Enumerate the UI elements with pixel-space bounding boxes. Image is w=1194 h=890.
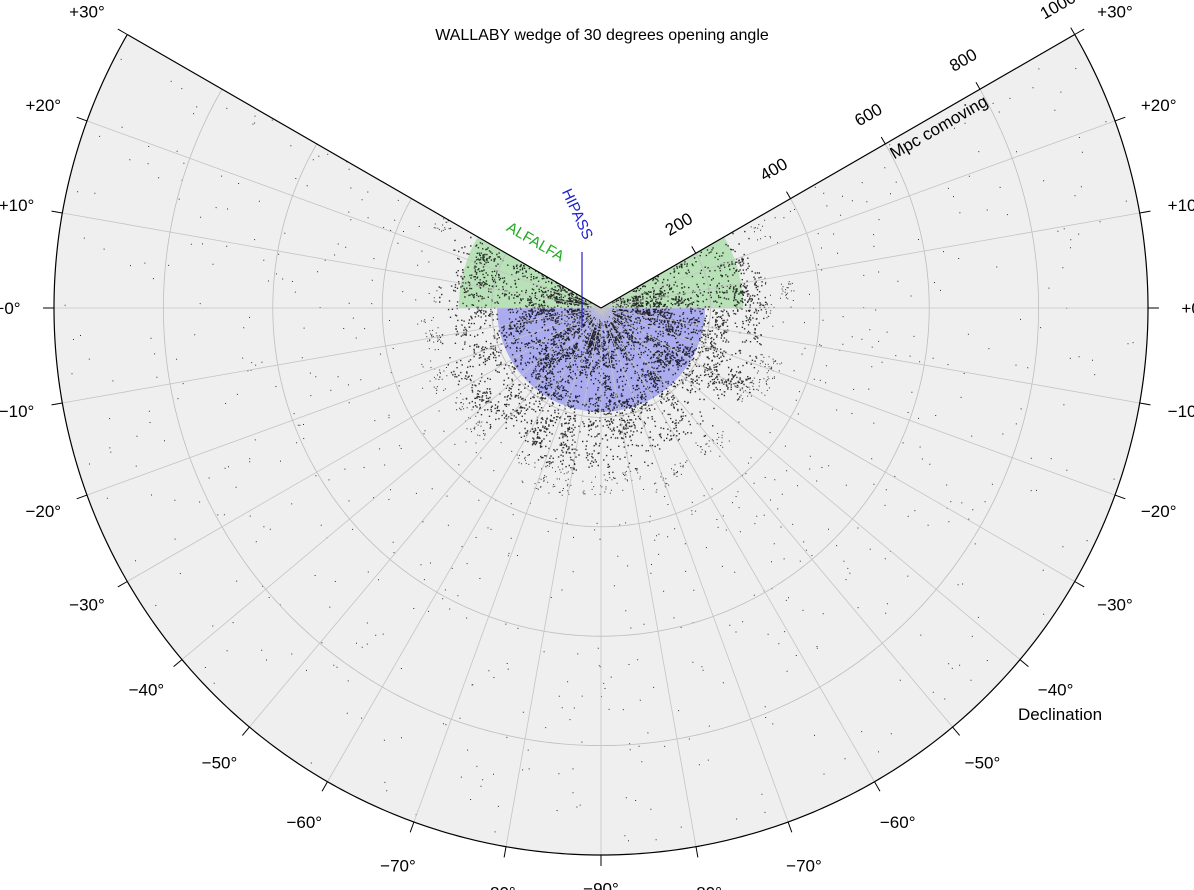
grid-radial-r-70 (600, 307, 789, 823)
dec-label-right-5: −20° (1141, 502, 1177, 521)
dec-label-left-11: −80° (480, 884, 516, 890)
grid-radial-r-20 (600, 307, 1116, 496)
grid-radial-l-40 (181, 307, 602, 660)
radial-tick-label-3: 800 (946, 45, 980, 76)
dec-label-left-0: +30° (69, 2, 105, 21)
dec-label-right-10: −70° (786, 857, 822, 876)
region-alfalfa-right (601, 236, 744, 308)
grid-radial-r20 (600, 120, 1116, 309)
dec-tick-l-40 (173, 659, 183, 668)
grid-radial-l-30 (127, 307, 602, 582)
dec-tick-l20 (76, 116, 88, 122)
polar-grid (54, 89, 1148, 855)
dec-tick-r30 (1074, 28, 1085, 35)
dec-label-left-1: +20° (25, 96, 61, 115)
dec-tick-r10 (1139, 210, 1151, 214)
angular-axis-label: Declination (1018, 705, 1102, 724)
dec-tick-r-40 (1019, 659, 1029, 668)
grid-radial-r-60 (600, 307, 875, 782)
dec-label-right-6: −30° (1097, 596, 1133, 615)
radial-tick-1000 (1070, 27, 1076, 35)
dec-label-left-5: −20° (25, 502, 61, 521)
dec-label-left-3: +0° (0, 299, 21, 318)
grid-radial-l20 (86, 120, 602, 309)
radial-tick-label-2: 600 (851, 100, 885, 131)
grid-radial-l10 (62, 212, 602, 309)
dec-label-bottom: −90° (583, 879, 619, 890)
grid-radial-l-70 (413, 307, 602, 823)
dec-tick-l-30 (117, 581, 128, 588)
grid-radial-l-80 (505, 307, 602, 847)
radial-tick-200 (691, 246, 697, 254)
dec-label-left-10: −70° (380, 857, 416, 876)
grid-radial-l-20 (86, 307, 602, 496)
grid-radial-r10 (600, 212, 1140, 309)
dec-label-right-7: −40° (1038, 681, 1074, 700)
dec-label-left-7: −40° (129, 681, 165, 700)
dec-label-right-0: +30° (1097, 2, 1133, 21)
dec-label-left-9: −60° (286, 813, 322, 832)
grid-radial-r-40 (600, 307, 1021, 660)
dec-tick-r-20 (1114, 494, 1126, 500)
grid-radial-r-50 (600, 307, 953, 728)
grid-radial-r-80 (600, 307, 697, 847)
dec-tick-r-80 (695, 846, 699, 858)
dec-label-right-1: +20° (1141, 96, 1177, 115)
chart-title: WALLABY wedge of 30 degrees opening angl… (435, 27, 769, 44)
grid-radial-l-60 (327, 307, 602, 782)
dec-tick-l10 (51, 210, 63, 214)
dec-label-left-4: −10° (0, 402, 34, 421)
hipass-label: HIPASS (558, 186, 596, 242)
dec-tick-r-10 (1139, 402, 1151, 406)
radial-tick-label-0: 200 (662, 209, 696, 240)
dec-label-left-8: −50° (202, 754, 238, 773)
dec-label-right-4: −10° (1168, 402, 1194, 421)
radial-tick-600 (880, 136, 886, 145)
dec-tick-l-50 (241, 726, 250, 736)
dec-tick-l-70 (409, 821, 415, 833)
radial-tick-label-1: 400 (757, 154, 791, 185)
dec-tick-l30 (117, 28, 128, 35)
dec-label-left-6: −30° (69, 596, 105, 615)
dec-label-right-2: +10° (1168, 196, 1194, 215)
grid-radial-r-30 (600, 307, 1075, 582)
dec-label-right-8: −50° (965, 754, 1001, 773)
grid-radial-l-10 (62, 307, 602, 404)
right-boundary (600, 33, 1076, 309)
dec-tick-r-70 (787, 821, 793, 833)
grid-radial-r-10 (600, 307, 1140, 404)
dec-tick-r-60 (874, 781, 881, 792)
dec-label-right-3: +0° (1181, 299, 1194, 318)
radial-tick-400 (786, 191, 791, 199)
dec-label-right-9: −60° (880, 813, 916, 832)
dec-tick-l-80 (503, 846, 507, 858)
radial-tick-label-4: 1000 (1037, 0, 1079, 23)
left-boundary (126, 33, 602, 309)
dec-tick-r-30 (1074, 581, 1085, 588)
grid-radial-l-50 (249, 307, 602, 728)
dec-tick-l-60 (321, 781, 328, 792)
dec-label-left-2: +10° (0, 196, 34, 215)
dec-tick-r20 (1114, 116, 1126, 122)
dec-tick-r-50 (952, 726, 961, 736)
axes (43, 27, 1159, 866)
dec-tick-l-10 (51, 402, 63, 406)
radial-tick-800 (975, 82, 981, 90)
dec-tick-l-20 (76, 494, 88, 500)
dec-label-right-11: −80° (686, 884, 722, 890)
